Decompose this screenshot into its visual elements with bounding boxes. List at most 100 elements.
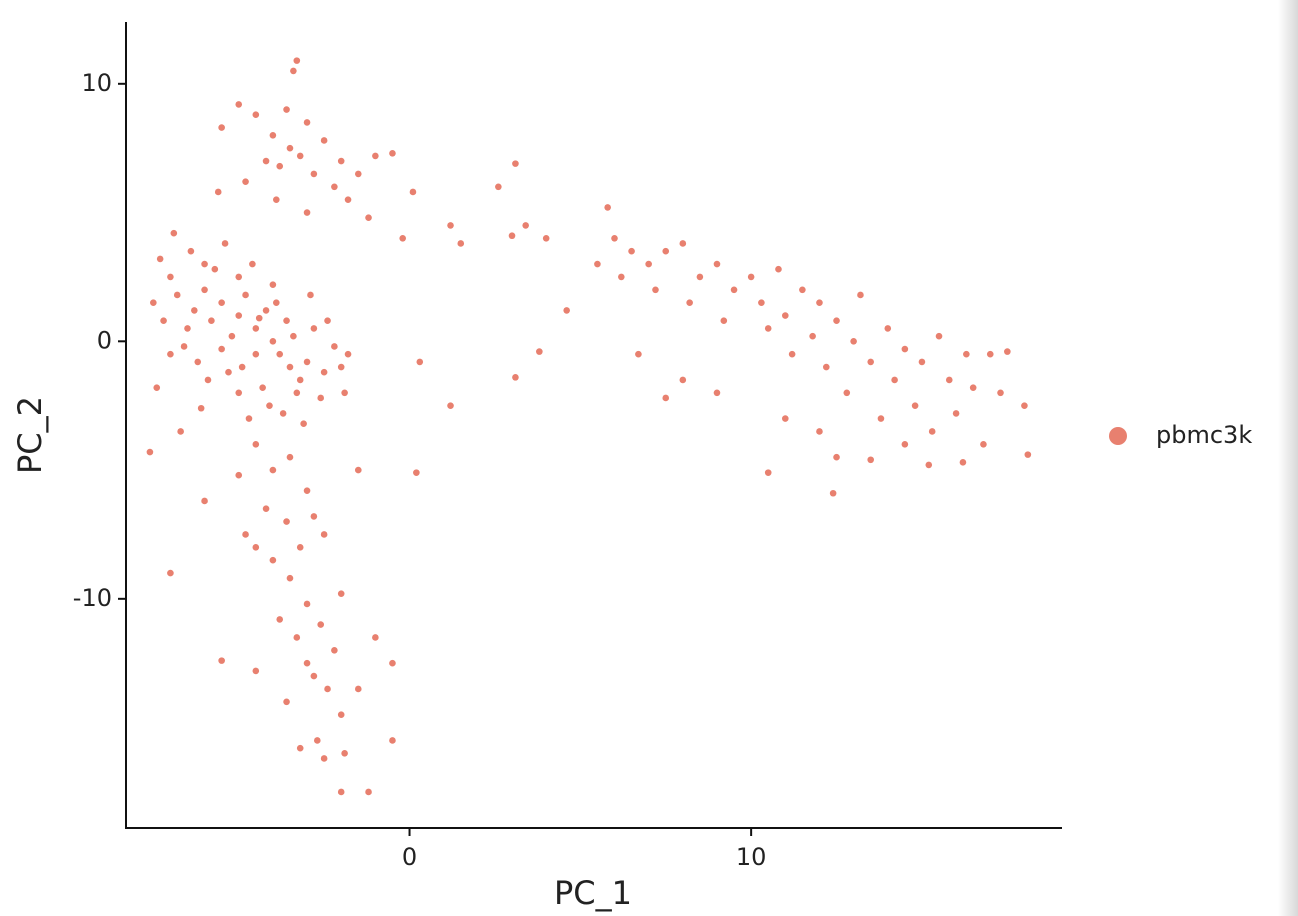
point	[184, 325, 191, 332]
point	[252, 350, 260, 358]
point	[344, 196, 352, 203]
point	[310, 325, 318, 332]
point	[788, 350, 796, 358]
point	[635, 350, 642, 358]
point	[252, 544, 260, 551]
point	[354, 685, 362, 693]
point	[238, 363, 246, 371]
point	[235, 471, 243, 479]
point	[153, 384, 161, 391]
y-tick-label: 10	[81, 69, 112, 97]
point	[512, 160, 519, 167]
point	[235, 273, 243, 281]
point	[170, 229, 178, 237]
point	[296, 152, 304, 160]
point	[266, 402, 273, 409]
point	[303, 487, 311, 494]
point	[945, 376, 953, 384]
point	[337, 788, 345, 796]
point	[986, 350, 994, 358]
point	[160, 317, 167, 325]
point	[372, 634, 379, 641]
point	[1021, 402, 1028, 409]
point	[167, 273, 174, 281]
point	[252, 441, 260, 448]
point	[269, 556, 277, 564]
point	[269, 466, 277, 474]
point	[187, 247, 195, 255]
point	[283, 317, 290, 325]
point	[156, 255, 164, 263]
point	[901, 345, 909, 353]
point	[389, 150, 396, 157]
point	[645, 260, 652, 268]
point	[211, 265, 219, 273]
point	[146, 448, 154, 456]
point	[290, 67, 297, 75]
point	[713, 389, 721, 397]
point	[303, 119, 311, 126]
point	[324, 685, 331, 693]
point	[628, 247, 635, 255]
point	[310, 170, 318, 178]
point	[180, 343, 188, 350]
point	[296, 744, 304, 752]
point	[563, 307, 570, 314]
point	[252, 111, 260, 119]
point	[331, 183, 338, 191]
point	[997, 389, 1004, 397]
point	[307, 291, 314, 299]
point	[457, 240, 465, 247]
point	[242, 291, 249, 299]
legend-label: pbmc3k	[1156, 421, 1252, 449]
point	[293, 634, 301, 641]
point	[850, 338, 857, 345]
point	[218, 299, 225, 306]
point	[249, 260, 256, 268]
point	[884, 325, 892, 332]
point	[324, 317, 331, 325]
point	[255, 314, 263, 322]
point	[150, 299, 157, 306]
point	[283, 106, 290, 113]
point	[775, 265, 782, 273]
point	[320, 137, 328, 144]
point	[276, 616, 284, 623]
point	[269, 338, 277, 345]
point	[204, 376, 212, 384]
point	[495, 183, 502, 191]
point	[344, 350, 352, 358]
point	[221, 240, 229, 247]
point	[276, 162, 284, 170]
point	[218, 657, 225, 664]
point	[245, 415, 253, 422]
point	[303, 358, 311, 366]
point	[891, 376, 898, 384]
window-edge	[1278, 0, 1298, 916]
point	[235, 312, 243, 319]
point	[310, 672, 318, 680]
point	[300, 420, 307, 428]
point	[928, 428, 936, 435]
point	[1004, 348, 1011, 355]
point	[273, 196, 280, 203]
point	[764, 469, 772, 476]
point	[262, 505, 270, 512]
point	[747, 273, 755, 281]
point	[918, 358, 926, 366]
point	[173, 291, 181, 299]
point	[303, 600, 311, 608]
point	[720, 317, 728, 325]
point	[662, 247, 670, 255]
point	[833, 317, 840, 325]
point	[935, 332, 943, 340]
point	[252, 667, 260, 675]
point	[269, 281, 277, 288]
point	[372, 152, 379, 160]
point	[447, 222, 454, 229]
point	[354, 466, 362, 474]
point	[167, 569, 174, 577]
y-tick-label: 0	[97, 326, 112, 354]
point	[843, 389, 851, 397]
